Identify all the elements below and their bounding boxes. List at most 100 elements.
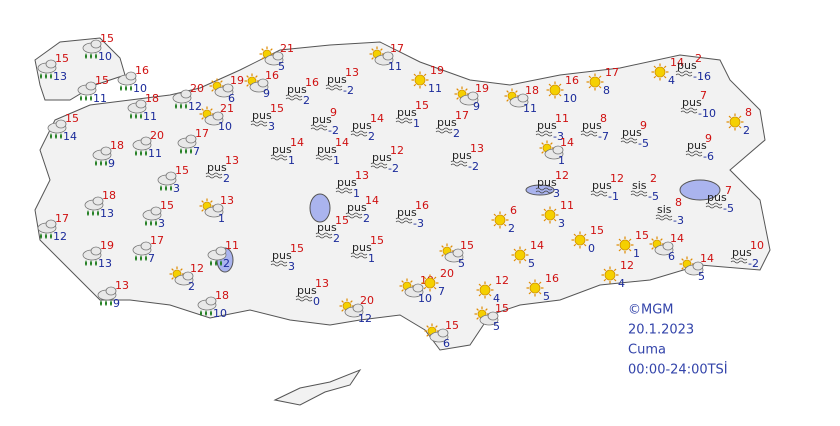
cloud xyxy=(272,51,284,61)
fog-line xyxy=(395,220,413,224)
fog-line xyxy=(370,162,388,166)
min-temp: -5 xyxy=(648,190,659,203)
min-temp: 6 xyxy=(668,250,675,263)
sun-ray xyxy=(465,88,468,91)
min-temp: 3 xyxy=(173,182,180,195)
min-temp: 4 xyxy=(493,292,500,305)
min-temp: 3 xyxy=(558,217,565,230)
max-temp: 20 xyxy=(150,129,164,142)
min-temp: 1 xyxy=(218,212,225,225)
min-temp: -2 xyxy=(388,162,399,175)
max-temp: 9 xyxy=(640,119,647,132)
sun-ray xyxy=(513,258,517,262)
sun-ray xyxy=(663,75,667,79)
station: 1910 xyxy=(399,274,434,305)
rain-drop xyxy=(185,103,187,109)
fog-line xyxy=(345,212,363,216)
fog-line xyxy=(325,87,343,91)
cloud xyxy=(90,39,102,49)
sun xyxy=(424,277,436,289)
cloud xyxy=(150,206,162,216)
sun-ray xyxy=(423,276,427,280)
max-temp: 6 xyxy=(510,204,517,217)
sun-ray xyxy=(588,85,592,89)
fog-line xyxy=(535,133,553,137)
weather-label: pus xyxy=(372,151,392,164)
cloud xyxy=(55,119,67,129)
min-temp: 3 xyxy=(288,260,295,273)
sun xyxy=(514,249,526,261)
min-temp: 2 xyxy=(188,280,195,293)
rain-drop xyxy=(180,148,182,154)
station: 153 xyxy=(142,199,174,230)
fog-line xyxy=(435,127,453,131)
min-temp: -2 xyxy=(328,124,339,137)
min-temp: 12 xyxy=(358,312,372,325)
fog-line xyxy=(250,120,268,124)
station: 146 xyxy=(649,232,684,263)
sun-ray xyxy=(426,325,429,328)
rain-drop xyxy=(85,260,87,266)
station: 139 xyxy=(97,279,129,310)
min-temp: -3 xyxy=(413,217,424,230)
station: 151 xyxy=(616,229,649,260)
rain-drop xyxy=(135,113,137,119)
station: 189 xyxy=(92,139,124,170)
sun-ray xyxy=(423,83,427,87)
max-temp: 14 xyxy=(370,112,384,125)
rain-drop xyxy=(95,160,97,166)
min-temp: 2 xyxy=(508,222,515,235)
min-temp: 11 xyxy=(93,92,107,105)
min-temp: 13 xyxy=(98,257,112,270)
sun-ray xyxy=(528,281,532,285)
rain-drop xyxy=(45,73,47,79)
rain-drop xyxy=(150,220,152,226)
max-temp: 18 xyxy=(110,139,124,152)
sun-ray xyxy=(211,89,214,92)
weather-label: pus xyxy=(582,119,602,132)
fog-line xyxy=(730,260,748,264)
sun-ray xyxy=(690,258,693,261)
fog-line xyxy=(350,252,368,256)
rain-drop xyxy=(155,220,157,226)
sun-ray xyxy=(476,308,479,311)
min-temp: 14 xyxy=(63,130,77,143)
max-temp: 17 xyxy=(55,212,69,225)
min-temp: 13 xyxy=(100,207,114,220)
rain-drop xyxy=(135,255,137,261)
min-temp: 1 xyxy=(633,247,640,260)
rain-drop xyxy=(110,300,112,306)
sun-ray xyxy=(433,286,437,290)
min-temp: -3 xyxy=(673,214,684,227)
fog-line xyxy=(730,257,748,261)
sun-ray xyxy=(503,223,507,227)
thrace xyxy=(34,37,126,101)
sun xyxy=(479,284,491,296)
fog-line xyxy=(535,130,553,134)
cyprus xyxy=(273,368,362,406)
sun-ray xyxy=(410,280,413,283)
cloud xyxy=(257,78,269,88)
max-temp: 20 xyxy=(360,294,374,307)
fog-line xyxy=(335,190,353,194)
max-temp: 18 xyxy=(215,289,229,302)
station: 144 xyxy=(651,56,684,87)
sun-ray xyxy=(553,218,557,222)
rain-drop xyxy=(85,53,87,59)
min-temp: 5 xyxy=(493,320,500,333)
sun-ray xyxy=(261,57,264,60)
sun xyxy=(544,209,556,221)
max-temp: 16 xyxy=(565,74,579,87)
fog-line xyxy=(395,217,413,221)
min-temp: 0 xyxy=(313,295,320,308)
weather-label: pus xyxy=(592,179,612,192)
fog-line xyxy=(310,124,328,128)
sun-ray xyxy=(270,48,273,51)
max-temp: 15 xyxy=(460,239,474,252)
max-temp: 8 xyxy=(675,196,682,209)
